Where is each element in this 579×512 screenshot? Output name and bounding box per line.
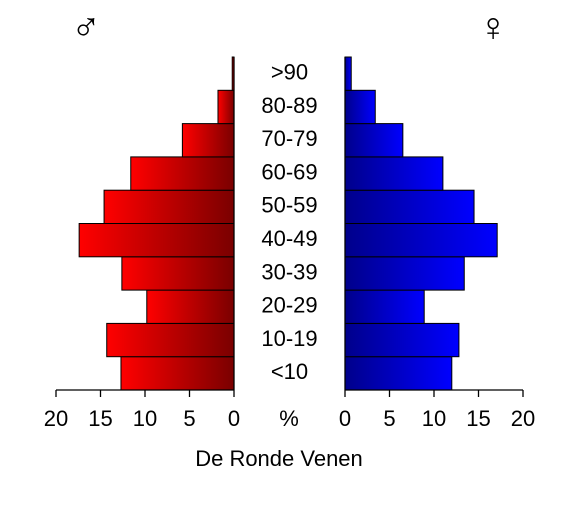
category-label: >90 bbox=[271, 59, 308, 84]
bar bbox=[120, 356, 235, 391]
bar bbox=[217, 89, 235, 125]
bar bbox=[130, 156, 235, 191]
category-label: 20-29 bbox=[261, 293, 317, 318]
x-tick-label: 10 bbox=[422, 406, 446, 431]
bar bbox=[181, 123, 235, 158]
legend-symbol: ♀ bbox=[478, 6, 508, 50]
bar bbox=[344, 156, 444, 191]
unit-label: % bbox=[279, 406, 299, 431]
x-tick-label: 20 bbox=[511, 406, 535, 431]
bar bbox=[344, 289, 425, 324]
category-label: 50-59 bbox=[261, 193, 317, 218]
bar bbox=[344, 356, 453, 391]
bar bbox=[344, 223, 498, 258]
x-tick-label: 0 bbox=[339, 406, 351, 431]
bar bbox=[344, 89, 376, 125]
category-label: 10-19 bbox=[261, 326, 317, 351]
x-tick-label: 15 bbox=[466, 406, 490, 431]
x-axis-label: De Ronde Venen bbox=[195, 446, 363, 471]
bar bbox=[344, 189, 475, 224]
bar bbox=[106, 322, 235, 358]
bar bbox=[146, 289, 235, 324]
legend-symbol: ♂ bbox=[71, 6, 101, 50]
bar bbox=[78, 223, 235, 258]
x-tick-label: 0 bbox=[228, 406, 240, 431]
category-label: 30-39 bbox=[261, 259, 317, 284]
category-label: 80-89 bbox=[261, 93, 317, 118]
category-label: <10 bbox=[271, 359, 308, 384]
bar bbox=[344, 56, 352, 91]
category-label: 70-79 bbox=[261, 126, 317, 151]
x-tick-label: 20 bbox=[44, 406, 68, 431]
category-label: 40-49 bbox=[261, 226, 317, 251]
bar bbox=[121, 256, 235, 291]
bar bbox=[103, 189, 235, 224]
bar bbox=[344, 123, 404, 158]
x-tick-label: 5 bbox=[183, 406, 195, 431]
x-tick-label: 10 bbox=[133, 406, 157, 431]
x-tick-label: 5 bbox=[383, 406, 395, 431]
bar bbox=[344, 256, 465, 291]
x-tick-label: 15 bbox=[88, 406, 112, 431]
bar bbox=[344, 322, 460, 358]
category-label: 60-69 bbox=[261, 159, 317, 184]
